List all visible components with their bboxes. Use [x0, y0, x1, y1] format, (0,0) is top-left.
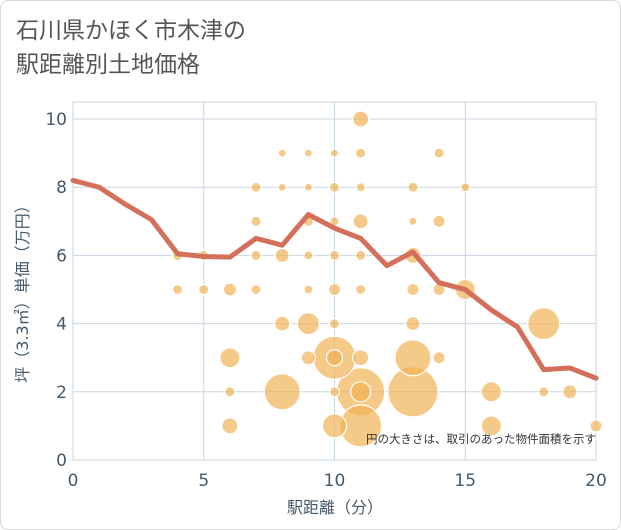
- x-tick-label: 15: [454, 471, 476, 491]
- bubble-point: [325, 349, 344, 367]
- tick-labels: 0 5 10 15 20 0 2 4 6 8 10: [45, 110, 606, 491]
- bubble-point: [263, 373, 301, 411]
- bubble-point: [222, 282, 237, 297]
- bubble-layer: [172, 110, 603, 448]
- bubble-point: [352, 349, 370, 367]
- bubble-point: [274, 315, 291, 332]
- bubble-point: [250, 283, 262, 296]
- x-tick-label: 10: [324, 471, 346, 491]
- bubble-point: [328, 386, 341, 398]
- trend-line: [70, 177, 599, 381]
- bubble-point: [224, 386, 236, 398]
- bubble-point: [355, 182, 366, 193]
- bubble-point: [303, 182, 313, 192]
- bubble-point: [296, 312, 320, 336]
- bubble-point: [433, 147, 445, 159]
- bubble-point: [408, 216, 418, 226]
- y-tick-label: 4: [56, 315, 67, 335]
- bubble-point: [480, 381, 502, 403]
- bubble-point: [352, 213, 369, 230]
- bubble-point: [250, 249, 262, 262]
- x-axis-label: 駅距離（分）: [287, 498, 383, 517]
- bubble-point: [198, 283, 210, 296]
- bubble-point: [538, 386, 550, 398]
- size-note: 円の大きさは、取引のあった物件面積を示す: [366, 432, 596, 446]
- bubble-point: [303, 284, 314, 295]
- bubble-point: [432, 214, 446, 228]
- y-axis-label: 坪（3.3㎡）単価（万円）: [13, 197, 32, 382]
- y-tick-label: 2: [56, 383, 67, 403]
- x-tick-label: 20: [585, 471, 607, 491]
- bubble-point: [407, 181, 419, 193]
- bubble-point: [219, 347, 241, 369]
- y-tick-label: 0: [56, 451, 67, 471]
- bubble-point: [300, 350, 316, 366]
- bubble-point: [432, 351, 446, 365]
- bubble-point: [327, 282, 342, 297]
- bubble-point: [277, 182, 287, 192]
- bubble-point: [328, 181, 341, 193]
- bubble-point: [355, 249, 367, 262]
- bubble-point: [328, 318, 341, 330]
- x-tick-label: 0: [68, 471, 79, 491]
- bubble-point: [589, 419, 603, 433]
- bubble-point: [172, 283, 184, 296]
- bubble-point: [562, 384, 578, 400]
- bubble-point: [221, 417, 239, 435]
- y-tick-label: 10: [45, 110, 67, 130]
- bubble-point: [355, 283, 367, 296]
- bubble-point: [394, 339, 432, 377]
- bubble-point: [250, 215, 262, 227]
- bubble-point: [274, 247, 290, 264]
- bubble-point: [303, 148, 313, 158]
- bubble-point: [355, 147, 367, 159]
- bubble-point: [480, 415, 502, 437]
- bubble-point: [328, 249, 341, 262]
- chart-title-line2: 駅距離別土地価格: [16, 52, 200, 78]
- bubble-point: [329, 148, 340, 158]
- bubble-point: [250, 181, 262, 193]
- bubble-point: [321, 413, 348, 439]
- chart-title-line1: 石川県かほく市木津の: [16, 18, 246, 44]
- bubble-point: [277, 148, 287, 158]
- bubble-point: [352, 110, 370, 128]
- y-tick-label: 8: [56, 178, 67, 198]
- x-tick-label: 5: [198, 471, 209, 491]
- bubble-point: [406, 282, 420, 297]
- bubble-point: [405, 316, 421, 332]
- y-tick-label: 6: [56, 246, 67, 266]
- trend-line-layer: [70, 177, 599, 381]
- bubble-point: [350, 381, 372, 403]
- bubble-point: [460, 182, 471, 193]
- bubble-point: [527, 307, 561, 341]
- chart-title: 石川県かほく市木津の 駅距離別土地価格: [16, 14, 246, 82]
- bubble-point: [303, 250, 314, 261]
